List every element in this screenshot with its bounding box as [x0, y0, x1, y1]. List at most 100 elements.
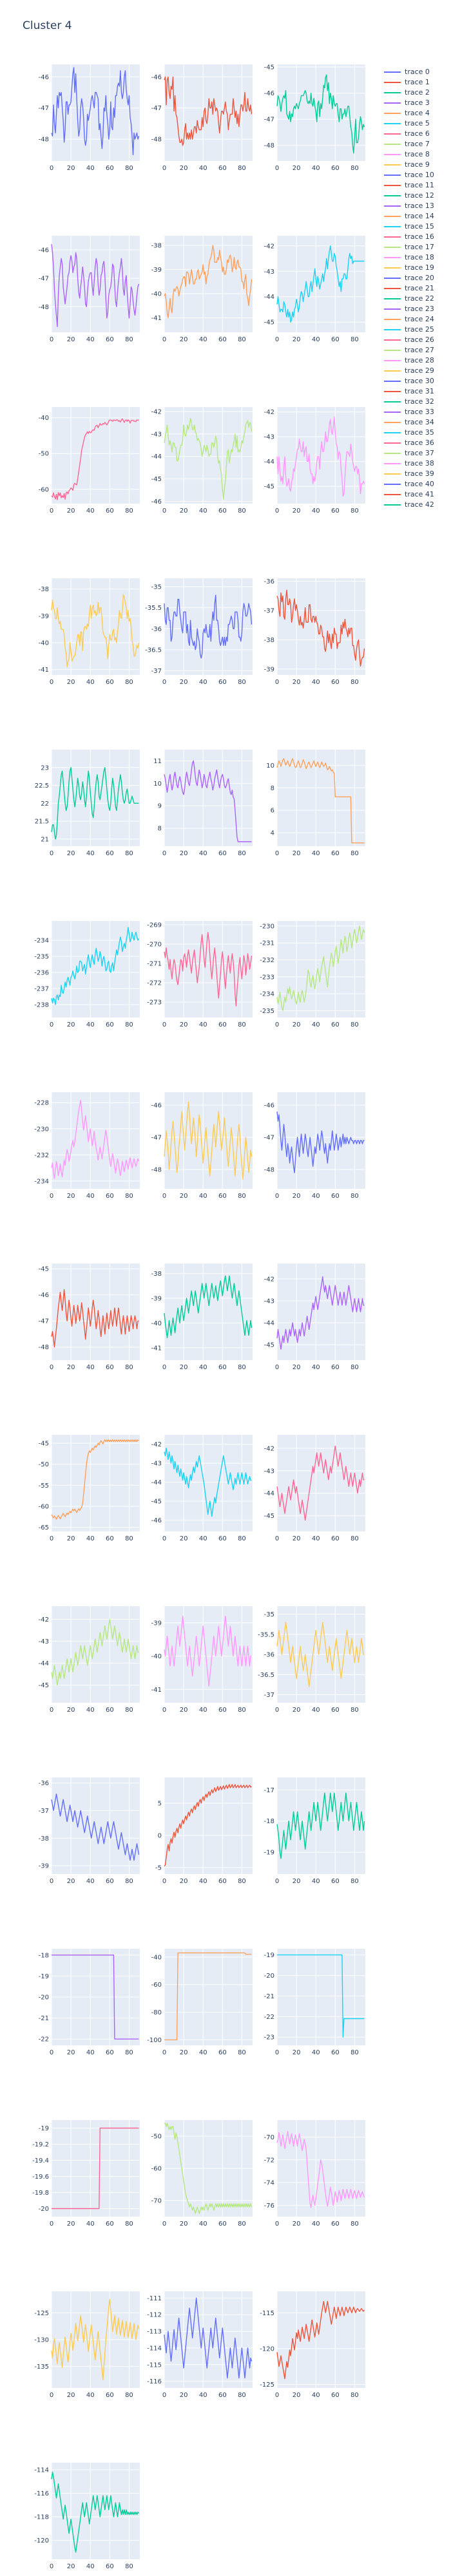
- series-line-0[interactable]: [51, 67, 140, 156]
- legend-item[interactable]: trace 2: [381, 88, 448, 98]
- series-line-2[interactable]: [276, 74, 365, 154]
- y-tick-label: -46: [264, 1103, 274, 1110]
- legend-item[interactable]: trace 14: [381, 211, 448, 222]
- legend-item[interactable]: trace 21: [381, 283, 448, 294]
- x-tick-label: 80: [238, 1364, 246, 1371]
- legend-item[interactable]: trace 42: [381, 500, 448, 510]
- series-line-7[interactable]: [164, 417, 253, 500]
- legend-item[interactable]: trace 20: [381, 273, 448, 283]
- legend-item[interactable]: trace 5: [381, 118, 448, 129]
- series-line-40[interactable]: [164, 2297, 253, 2379]
- series-line-5[interactable]: [276, 245, 365, 323]
- y-tick-label: -22: [264, 2014, 274, 2021]
- legend-item[interactable]: trace 29: [381, 366, 448, 376]
- series-line-22[interactable]: [164, 1275, 253, 1339]
- legend-item[interactable]: trace 4: [381, 108, 448, 118]
- series-line-8[interactable]: [276, 416, 365, 497]
- legend-item[interactable]: trace 10: [381, 170, 448, 180]
- legend-item[interactable]: trace 3: [381, 98, 448, 108]
- series-line-20[interactable]: [276, 1111, 365, 1173]
- legend-item[interactable]: trace 11: [381, 180, 448, 191]
- y-tick-label: -48: [151, 1167, 162, 1174]
- legend-item[interactable]: trace 41: [381, 489, 448, 500]
- legend-item[interactable]: trace 26: [381, 335, 448, 345]
- series-line-32[interactable]: [276, 1792, 365, 1859]
- series-line-17[interactable]: [276, 925, 365, 1012]
- legend-label: trace 15: [405, 222, 434, 231]
- series-line-33[interactable]: [52, 1955, 139, 2040]
- series-line-3[interactable]: [51, 244, 140, 327]
- legend-item[interactable]: trace 25: [381, 325, 448, 335]
- series-line-6[interactable]: [51, 418, 139, 500]
- series-line-1[interactable]: [164, 76, 253, 146]
- series-line-27[interactable]: [51, 1618, 139, 1686]
- legend-item[interactable]: trace 36: [381, 438, 448, 448]
- series-line-4[interactable]: [164, 245, 253, 319]
- legend-item[interactable]: trace 39: [381, 469, 448, 479]
- series-line-42[interactable]: [51, 2471, 140, 2553]
- legend-item[interactable]: trace 0: [381, 67, 448, 77]
- y-tick-label: -21: [39, 2015, 49, 2022]
- legend-item[interactable]: trace 7: [381, 139, 448, 149]
- y-tick-label: -19.4: [32, 2157, 49, 2164]
- legend-item[interactable]: trace 34: [381, 417, 448, 428]
- legend-item[interactable]: trace 33: [381, 407, 448, 417]
- legend-item[interactable]: trace 23: [381, 304, 448, 314]
- series-line-38[interactable]: [276, 2130, 365, 2208]
- legend-item[interactable]: trace 38: [381, 459, 448, 469]
- series-line-24[interactable]: [51, 1439, 139, 1520]
- series-line-10[interactable]: [164, 594, 253, 659]
- series-line-9[interactable]: [51, 594, 140, 668]
- series-line-29[interactable]: [276, 1622, 365, 1687]
- series-line-31[interactable]: [164, 1784, 252, 1867]
- series-line-25[interactable]: [164, 1447, 252, 1517]
- series-line-19[interactable]: [164, 1101, 253, 1180]
- x-tick-label: 80: [238, 2049, 246, 2056]
- x-tick-label: 20: [293, 850, 301, 857]
- x-tick-label: 60: [218, 679, 227, 686]
- series-line-23[interactable]: [276, 1276, 365, 1350]
- series-line-13[interactable]: [164, 760, 252, 842]
- legend-item[interactable]: trace 40: [381, 479, 448, 489]
- y-tick-label: -39: [264, 666, 274, 673]
- legend-item[interactable]: trace 6: [381, 129, 448, 139]
- legend-item[interactable]: trace 15: [381, 222, 448, 232]
- x-tick-label: 60: [218, 1364, 227, 1371]
- legend-item[interactable]: trace 35: [381, 428, 448, 438]
- legend-item[interactable]: trace 8: [381, 149, 448, 160]
- legend-item[interactable]: trace 19: [381, 263, 448, 273]
- series-line-28[interactable]: [164, 1615, 252, 1687]
- legend-item[interactable]: trace 30: [381, 376, 448, 386]
- series-line-11[interactable]: [276, 589, 365, 667]
- series-line-36[interactable]: [52, 2127, 139, 2210]
- legend-item[interactable]: trace 1: [381, 77, 448, 88]
- series-line-15[interactable]: [51, 927, 140, 1005]
- series-line-21[interactable]: [51, 1289, 139, 1348]
- legend-item[interactable]: trace 9: [381, 160, 448, 170]
- legend-item[interactable]: trace 18: [381, 252, 448, 263]
- legend-item[interactable]: trace 12: [381, 191, 448, 201]
- legend-item[interactable]: trace 22: [381, 294, 448, 304]
- series-line-30[interactable]: [51, 1793, 140, 1861]
- series-line-18[interactable]: [51, 1099, 140, 1179]
- legend-item[interactable]: trace 31: [381, 386, 448, 397]
- series-line-26[interactable]: [276, 1445, 365, 1521]
- series-line-16[interactable]: [164, 932, 253, 1007]
- series-line-34[interactable]: [164, 1952, 252, 2041]
- legend-item[interactable]: trace 13: [381, 201, 448, 211]
- series-line-41[interactable]: [276, 2300, 365, 2380]
- series-line-35[interactable]: [277, 1954, 365, 2038]
- legend-item[interactable]: trace 37: [381, 448, 448, 459]
- legend-swatch: [384, 401, 401, 402]
- series-line-39[interactable]: [51, 2298, 140, 2381]
- legend-item[interactable]: trace 16: [381, 232, 448, 242]
- legend-item[interactable]: trace 32: [381, 397, 448, 407]
- legend-item[interactable]: trace 28: [381, 355, 448, 366]
- legend-label: trace 23: [405, 305, 434, 313]
- series-line-37[interactable]: [164, 2123, 253, 2214]
- legend-item[interactable]: trace 17: [381, 242, 448, 252]
- series-line-14[interactable]: [276, 758, 365, 844]
- legend-item[interactable]: trace 24: [381, 314, 448, 325]
- series-line-12[interactable]: [51, 767, 139, 840]
- legend-item[interactable]: trace 27: [381, 345, 448, 355]
